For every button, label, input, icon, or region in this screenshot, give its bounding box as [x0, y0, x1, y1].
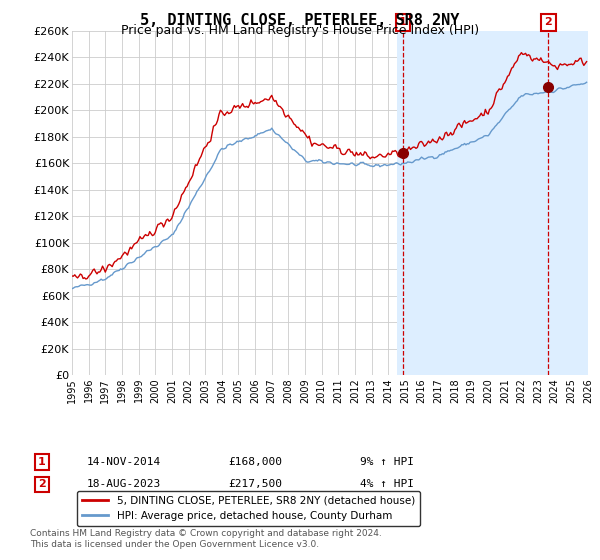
Text: 2: 2	[545, 17, 552, 27]
Text: Price paid vs. HM Land Registry's House Price Index (HPI): Price paid vs. HM Land Registry's House …	[121, 24, 479, 37]
Text: 18-AUG-2023: 18-AUG-2023	[87, 479, 161, 489]
Bar	[562, 31, 588, 375]
Text: 2: 2	[38, 479, 46, 489]
Text: 5, DINTING CLOSE, PETERLEE, SR8 2NY: 5, DINTING CLOSE, PETERLEE, SR8 2NY	[140, 13, 460, 28]
Legend: 5, DINTING CLOSE, PETERLEE, SR8 2NY (detached house), HPI: Average price, detach: 5, DINTING CLOSE, PETERLEE, SR8 2NY (det…	[77, 491, 420, 526]
Bar	[397, 31, 562, 375]
Text: 1: 1	[399, 17, 407, 27]
Text: Contains HM Land Registry data © Crown copyright and database right 2024.
This d: Contains HM Land Registry data © Crown c…	[30, 529, 382, 549]
Text: 1: 1	[38, 457, 46, 467]
Text: 14-NOV-2014: 14-NOV-2014	[87, 457, 161, 467]
Text: 9% ↑ HPI: 9% ↑ HPI	[360, 457, 414, 467]
Text: £168,000: £168,000	[228, 457, 282, 467]
Text: 4% ↑ HPI: 4% ↑ HPI	[360, 479, 414, 489]
Text: £217,500: £217,500	[228, 479, 282, 489]
